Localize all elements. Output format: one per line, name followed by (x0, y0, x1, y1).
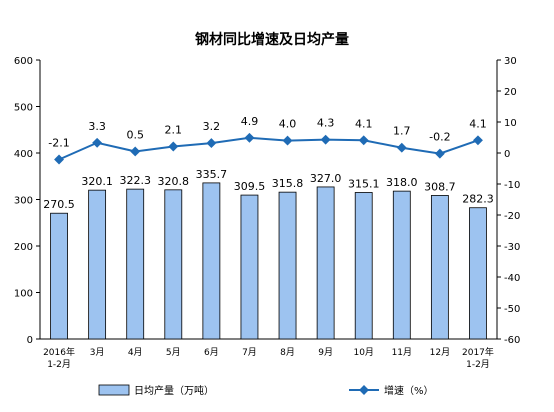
line-data-label: 3.2 (203, 120, 221, 133)
bar (88, 189, 107, 340)
line-data-label: -0.2 (429, 131, 450, 144)
bar-data-label: 270.5 (43, 198, 75, 211)
left-axis: 0 100 200 300 400 500 600 (14, 56, 40, 346)
bar-data-label: 282.3 (462, 193, 494, 206)
line-point (244, 132, 255, 143)
line-data-label: 1.7 (393, 125, 411, 138)
right-axis: -60 -50 -40 -30 -20 -10 0 10 20 30 (497, 56, 520, 346)
bar (164, 189, 183, 340)
line-point (396, 142, 407, 153)
x-tick-label: 12月 (430, 347, 450, 358)
x-tick-label: 8月 (280, 347, 295, 358)
chart-title: 钢材同比增速及日均产量 (195, 31, 349, 48)
line-point (54, 154, 64, 165)
bar (202, 182, 221, 340)
line-data-label: 2.1 (165, 123, 183, 136)
line-data-label: 3.3 (88, 120, 106, 133)
line-point (92, 137, 103, 148)
bar-data-label: 327.0 (310, 172, 342, 185)
right-tick-label: -10 (504, 180, 520, 191)
right-tick-label: -50 (504, 304, 520, 315)
bar-data-label: 320.1 (81, 175, 113, 188)
bar (50, 212, 68, 340)
line-point (434, 148, 445, 159)
x-tick-label: 9月 (318, 347, 333, 358)
bar (354, 192, 373, 340)
right-tick-label: -20 (504, 211, 520, 222)
bar-data-label: 308.7 (424, 180, 456, 193)
bar (126, 188, 145, 340)
plot-frame (39, 60, 498, 340)
right-tick-label: 0 (504, 149, 510, 160)
right-tick-label: 30 (504, 56, 517, 67)
x-tick-label: 3月 (90, 347, 105, 358)
bar-data-label: 315.8 (272, 177, 304, 190)
right-tick-label: -30 (504, 242, 520, 253)
line-data-labels: -2.1 3.3 0.5 2.1 3.2 4.9 4.0 4.3 4.1 1.7 -0.2 4.1 (48, 115, 486, 150)
bar (278, 191, 297, 340)
bar (392, 190, 411, 340)
bar (240, 194, 259, 340)
legend-swatch-marker (359, 385, 369, 395)
bar-data-label: 309.5 (234, 180, 266, 193)
left-tick-label: 500 (14, 103, 33, 114)
line-data-label: 4.9 (241, 115, 259, 128)
line-point (358, 135, 369, 146)
x-tick-label: 4月 (128, 347, 143, 358)
x-tick-label: 1-2月 (466, 359, 490, 370)
line-point (130, 146, 141, 157)
right-tick-label: -60 (504, 335, 520, 346)
right-tick-label: 10 (504, 118, 517, 129)
line-data-label: 4.0 (279, 118, 297, 131)
legend-label-bar: 日均产量（万吨） (134, 384, 214, 397)
x-tick-label: 11月 (392, 347, 412, 358)
growth-line (58, 136, 479, 161)
right-tick-label: 20 (504, 87, 517, 98)
legend-label-line: 增速（%） (384, 384, 434, 397)
legend: 日均产量（万吨） 增速（%） (98, 384, 434, 397)
bar-data-label: 322.3 (119, 174, 151, 187)
line-point (282, 135, 293, 146)
x-tick-label: 7月 (242, 347, 257, 358)
left-tick-label: 400 (14, 149, 33, 160)
line-point (168, 141, 179, 152)
left-tick-label: 300 (14, 196, 33, 207)
left-tick-label: 600 (14, 56, 33, 67)
left-tick-label: 0 (27, 335, 33, 346)
bar-data-label: 320.8 (158, 175, 190, 188)
line-data-label: 4.1 (469, 117, 487, 130)
bar (469, 207, 487, 340)
x-tick-label: 5月 (166, 347, 181, 358)
line-data-label: 0.5 (126, 128, 144, 141)
line-data-label: 4.3 (317, 117, 335, 130)
bar-data-label: 315.1 (348, 177, 380, 190)
bar-data-label: 318.0 (386, 176, 418, 189)
x-tick-label: 2017年 (462, 346, 494, 358)
x-tick-label: 10月 (353, 347, 373, 358)
legend-swatch-bar (98, 384, 130, 396)
x-tick-label: 1-2月 (47, 359, 71, 370)
bar-data-label: 335.7 (196, 168, 228, 181)
bar (316, 186, 335, 340)
left-tick-label: 200 (14, 242, 33, 253)
bar-data-labels: 270.5 320.1 322.3 320.8 335.7 309.5 315.8 327.0… (43, 168, 493, 211)
line-point (473, 135, 483, 146)
x-tick-label: 2016年 (43, 346, 75, 358)
line-point (206, 138, 217, 149)
line-data-label: -2.1 (48, 137, 69, 150)
line-series (54, 132, 483, 165)
bar (430, 195, 449, 340)
left-tick-label: 100 (14, 289, 33, 300)
x-tick-label: 6月 (204, 347, 219, 358)
line-data-label: 4.1 (355, 117, 373, 130)
bar-series (50, 182, 487, 340)
right-tick-label: -40 (504, 273, 520, 284)
line-point (320, 134, 331, 145)
